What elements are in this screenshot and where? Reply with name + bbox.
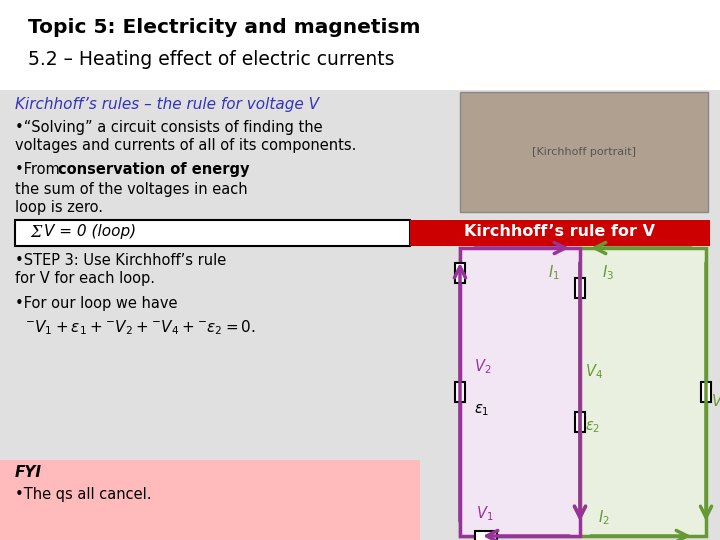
Text: •From: •From bbox=[15, 162, 64, 177]
Bar bbox=[460, 248, 580, 536]
Text: V = 0 (loop): V = 0 (loop) bbox=[44, 224, 136, 239]
Text: Σ: Σ bbox=[30, 224, 41, 241]
Text: $ε_2$: $ε_2$ bbox=[585, 419, 600, 435]
Text: FYI: FYI bbox=[15, 465, 42, 480]
Text: Kirchhoff’s rule for V: Kirchhoff’s rule for V bbox=[464, 224, 655, 239]
Bar bbox=[455, 382, 465, 402]
Bar bbox=[455, 263, 465, 283]
Text: •“Solving” a circuit consists of finding the: •“Solving” a circuit consists of finding… bbox=[15, 120, 323, 135]
Text: $ε_1$: $ε_1$ bbox=[474, 402, 490, 418]
Bar bbox=[460, 248, 706, 536]
Text: $^{-}V_1 + \varepsilon_1 + ^{-}V_2 + ^{-}V_4 + ^{-}\varepsilon_2 = 0.$: $^{-}V_1 + \varepsilon_1 + ^{-}V_2 + ^{-… bbox=[25, 318, 256, 337]
Text: [Kirchhoff portrait]: [Kirchhoff portrait] bbox=[532, 147, 636, 157]
Bar bbox=[15, 220, 410, 246]
Text: $I_1$: $I_1$ bbox=[548, 263, 560, 282]
Text: $V_4$: $V_4$ bbox=[585, 363, 603, 381]
Bar bbox=[575, 278, 585, 298]
Text: $V_3$: $V_3$ bbox=[711, 393, 720, 411]
Text: •For our loop we have: •For our loop we have bbox=[15, 296, 178, 311]
Text: $V_1$: $V_1$ bbox=[476, 505, 493, 523]
Text: $V_2$: $V_2$ bbox=[474, 357, 491, 376]
Text: the sum of the voltages in each: the sum of the voltages in each bbox=[15, 182, 248, 197]
Text: for V for each loop.: for V for each loop. bbox=[15, 271, 155, 286]
Text: 5.2 – Heating effect of electric currents: 5.2 – Heating effect of electric current… bbox=[28, 50, 395, 69]
Text: •STEP 3: Use Kirchhoff’s rule: •STEP 3: Use Kirchhoff’s rule bbox=[15, 253, 226, 268]
Text: voltages and currents of all of its components.: voltages and currents of all of its comp… bbox=[15, 138, 356, 153]
Bar bbox=[0, 0, 720, 90]
Text: loop is zero.: loop is zero. bbox=[15, 200, 103, 215]
Text: Kirchhoff’s rules – the rule for voltage V: Kirchhoff’s rules – the rule for voltage… bbox=[15, 97, 319, 112]
Text: $I_2$: $I_2$ bbox=[598, 509, 610, 528]
Bar bbox=[701, 382, 711, 402]
Bar bbox=[0, 460, 420, 540]
Bar bbox=[475, 531, 497, 540]
Bar bbox=[460, 92, 708, 212]
Text: Topic 5: Electricity and magnetism: Topic 5: Electricity and magnetism bbox=[28, 18, 420, 37]
Text: •The qs all cancel.: •The qs all cancel. bbox=[15, 487, 151, 502]
Text: conservation of energy: conservation of energy bbox=[58, 162, 250, 177]
Bar bbox=[0, 90, 720, 540]
Bar bbox=[575, 412, 585, 432]
Text: $I_3$: $I_3$ bbox=[602, 263, 614, 282]
Bar bbox=[410, 220, 710, 246]
